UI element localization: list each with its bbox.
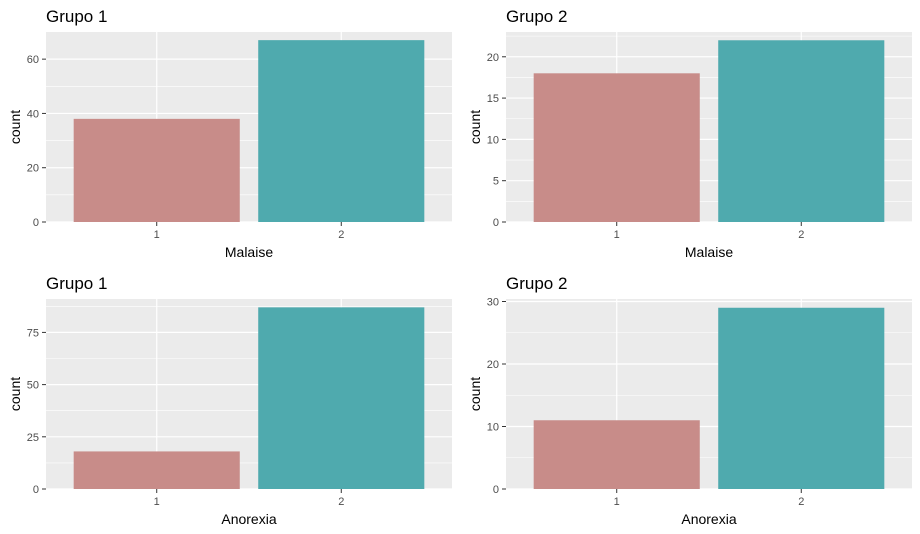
- y-tick-label: 20: [27, 163, 39, 175]
- chart-title: Grupo 1: [46, 7, 107, 26]
- y-tick-label: 0: [33, 484, 39, 496]
- bar-2: [258, 307, 425, 489]
- x-tick-label: 2: [338, 496, 344, 508]
- y-axis-title: count: [467, 377, 483, 411]
- chart-title: Grupo 1: [46, 274, 107, 293]
- y-tick-label: 20: [487, 52, 499, 64]
- x-tick-label: 2: [798, 496, 804, 508]
- x-axis-title: Anorexia: [681, 511, 736, 527]
- chart-svg: Grupo 1 0 20 40 60 1 2 Malaise count: [7, 7, 452, 260]
- y-tick-label: 0: [493, 217, 499, 229]
- x-tick-label: 1: [614, 229, 620, 241]
- chart-svg: Grupo 2 0 10 20 30 1 2 Anorexia count: [467, 274, 912, 527]
- y-tick-label: 20: [487, 359, 499, 371]
- y-tick-label: 30: [487, 297, 499, 309]
- y-tick-label: 0: [493, 484, 499, 496]
- chart-title: Grupo 2: [506, 274, 567, 293]
- x-tick-label: 1: [154, 496, 160, 508]
- y-tick-label: 0: [33, 217, 39, 229]
- x-axis-title: Anorexia: [221, 511, 276, 527]
- x-tick-label: 1: [154, 229, 160, 241]
- bar-2: [258, 40, 425, 223]
- bar-2: [718, 307, 885, 489]
- y-tick-label: 40: [27, 108, 39, 120]
- chart-panel-grupo1-anorexia: Grupo 1 0 25 50 75 1 2 Anorexia count: [0, 267, 460, 534]
- chart-panel-grupo2-malaise: Grupo 2 0 5 10 15 20 1 2 Malaise count: [460, 0, 920, 267]
- bar-1: [533, 73, 700, 222]
- bar-1: [73, 451, 240, 489]
- y-tick-label: 60: [27, 54, 39, 66]
- x-tick-label: 2: [798, 229, 804, 241]
- x-axis-title: Malaise: [225, 244, 273, 260]
- chart-panel-grupo2-anorexia: Grupo 2 0 10 20 30 1 2 Anorexia count: [460, 267, 920, 534]
- y-axis-title: count: [467, 110, 483, 144]
- y-tick-label: 50: [27, 380, 39, 392]
- x-tick-label: 2: [338, 229, 344, 241]
- bar-1: [533, 420, 700, 489]
- y-tick-label: 75: [27, 327, 39, 339]
- y-tick-label: 15: [487, 93, 499, 105]
- chart-title: Grupo 2: [506, 7, 567, 26]
- bar-1: [73, 118, 240, 222]
- x-tick-label: 1: [614, 496, 620, 508]
- y-axis-title: count: [7, 377, 23, 411]
- x-axis-title: Malaise: [685, 244, 733, 260]
- chart-svg: Grupo 1 0 25 50 75 1 2 Anorexia count: [7, 274, 452, 527]
- bar-2: [718, 40, 885, 223]
- y-axis-title: count: [7, 110, 23, 144]
- y-tick-label: 25: [27, 432, 39, 444]
- chart-panel-grupo1-malaise: Grupo 1 0 20 40 60 1 2 Malaise count: [0, 0, 460, 267]
- chart-svg: Grupo 2 0 5 10 15 20 1 2 Malaise count: [467, 7, 912, 260]
- y-tick-label: 10: [487, 422, 499, 434]
- y-tick-label: 5: [493, 176, 499, 188]
- y-tick-label: 10: [487, 134, 499, 146]
